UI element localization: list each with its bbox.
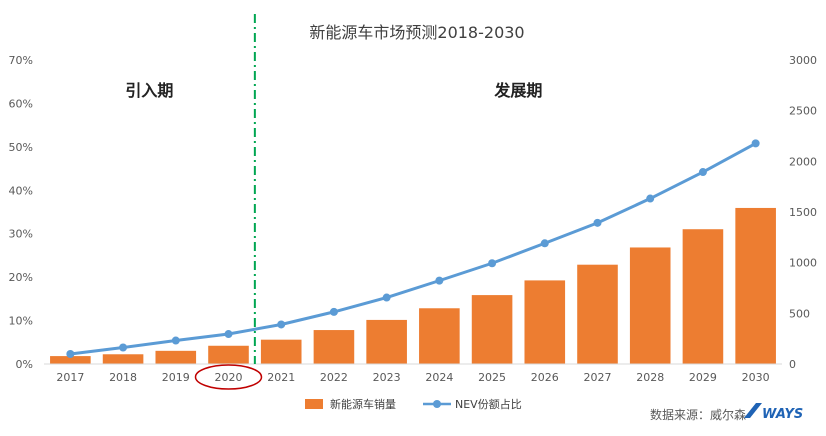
- left-axis: 0% 10% 20% 30% 40% 50% 60% 70%: [9, 54, 33, 371]
- bar-2030: [735, 207, 776, 364]
- x-tick-label: 2024: [425, 371, 453, 384]
- x-tick-label: 2028: [636, 371, 664, 384]
- share-point-2018: [119, 343, 128, 352]
- phase-label: 引入期: [125, 81, 173, 100]
- x-tick-label: 2030: [742, 371, 770, 384]
- right-tick-label: 1000: [789, 257, 817, 270]
- left-tick-label: 60%: [9, 97, 33, 110]
- left-tick-label: 50%: [9, 141, 33, 154]
- share-line: [70, 142, 757, 356]
- share-point-2025: [488, 259, 497, 268]
- share-point-2030: [751, 139, 760, 148]
- right-tick-label: 1500: [789, 206, 817, 219]
- share-point-2029: [698, 168, 707, 177]
- left-tick-label: 10%: [9, 315, 33, 328]
- source-note: 数据来源：威尔森: [650, 407, 746, 422]
- legend-bar-swatch: [305, 399, 323, 409]
- left-tick-label: 0%: [16, 358, 33, 371]
- x-axis: 2017 2018 2019 2020 2021 2022 2023 2024 2025 2026…: [44, 363, 782, 390]
- left-tick-label: 30%: [9, 228, 33, 241]
- x-tick-label: 2027: [584, 371, 612, 384]
- right-axis: 0 500 1000 1500 2000 2500 3000: [789, 54, 817, 371]
- legend-line-marker: [433, 400, 441, 408]
- share-point-2023: [382, 293, 391, 302]
- right-tick-label: 500: [789, 307, 810, 320]
- left-tick-label: 40%: [9, 184, 33, 197]
- right-tick-label: 2000: [789, 155, 817, 168]
- share-point-2028: [646, 194, 655, 203]
- share-point-2020: [224, 330, 233, 339]
- share-point-2021: [277, 320, 286, 329]
- brand-swoosh-icon: [744, 403, 762, 418]
- bar-2019: [155, 350, 197, 364]
- bar-2029: [682, 229, 724, 364]
- x-tick-label: 2026: [531, 371, 559, 384]
- bar-2022: [313, 330, 355, 364]
- chart-title: 新能源车市场预测2018-2030: [309, 23, 524, 42]
- x-tick-label: 2022: [320, 371, 348, 384]
- bar-series: [50, 207, 776, 364]
- right-tick-label: 2500: [789, 105, 817, 118]
- brand-logo: WAYS: [744, 403, 803, 422]
- legend: 新能源车销量 NEV份额占比: [305, 397, 522, 411]
- share-point-2027: [593, 218, 602, 227]
- x-tick-label: 2021: [267, 371, 295, 384]
- bar-2020: [208, 345, 249, 364]
- bar-2023: [366, 319, 407, 364]
- x-tick-label: 2020: [215, 371, 243, 384]
- phase-labels: 引入期 发展期: [125, 81, 542, 100]
- legend-line-label: NEV份额占比: [455, 397, 522, 411]
- highlight-circle: [194, 364, 263, 390]
- x-tick-label: 2019: [162, 371, 190, 384]
- right-tick-label: 0: [789, 358, 796, 371]
- legend-bar-label: 新能源车销量: [330, 397, 396, 411]
- bar-2021: [260, 339, 302, 364]
- x-tick-label: 2018: [109, 371, 137, 384]
- bar-2018: [102, 354, 144, 364]
- share-point-2017: [66, 350, 75, 359]
- line-series: [66, 139, 760, 359]
- left-tick-label: 20%: [9, 271, 33, 284]
- right-tick-label: 3000: [789, 54, 817, 67]
- x-tick-label: 2023: [373, 371, 401, 384]
- share-point-2026: [540, 239, 549, 248]
- bar-2017: [50, 356, 91, 364]
- phase-label: 发展期: [493, 81, 542, 100]
- share-point-2019: [171, 336, 180, 345]
- brand-text: WAYS: [762, 407, 803, 422]
- x-tick-label: 2029: [689, 371, 717, 384]
- share-point-2024: [435, 276, 444, 285]
- bar-2028: [629, 247, 671, 364]
- x-tick-label: 2017: [56, 371, 84, 384]
- bar-2026: [524, 280, 566, 364]
- bar-2027: [577, 264, 618, 364]
- bar-2024: [419, 308, 460, 364]
- share-point-2022: [329, 307, 338, 316]
- x-tick-label: 2025: [478, 371, 506, 384]
- left-tick-label: 70%: [9, 54, 33, 67]
- bar-2025: [471, 295, 513, 364]
